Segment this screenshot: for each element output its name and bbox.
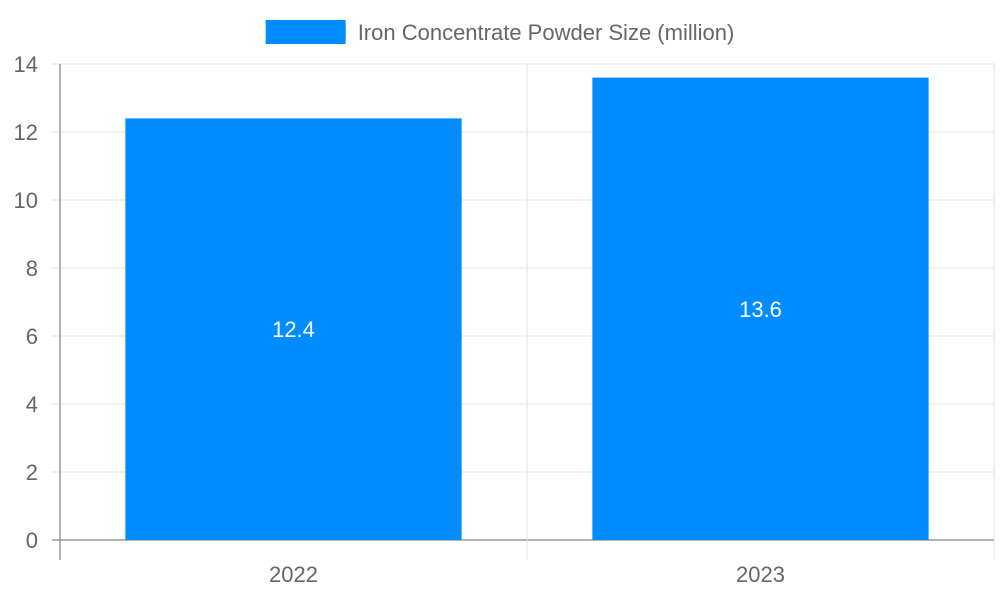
- labels-layer: 0 2 4 6 8 10 12 14 12.4 2022 13.6 2023: [14, 52, 785, 587]
- y-tick-label: 14: [14, 52, 38, 77]
- y-tick-label: 6: [26, 324, 38, 349]
- bar-2022[interactable]: [125, 118, 462, 541]
- y-tick-label: 4: [26, 392, 38, 417]
- y-tick-label: 0: [26, 528, 38, 553]
- bars-layer: [125, 77, 929, 541]
- legend-swatch[interactable]: [265, 20, 346, 44]
- bar-data-label: 12.4: [272, 317, 315, 342]
- bar-2023[interactable]: [592, 77, 929, 540]
- x-tick-label: 2023: [736, 562, 785, 587]
- legend-label[interactable]: Iron Concentrate Powder Size (million): [358, 20, 735, 45]
- x-tick-label: 2022: [269, 562, 318, 587]
- bar-data-label: 13.6: [739, 297, 782, 322]
- y-tick-label: 2: [26, 460, 38, 485]
- y-tick-label: 12: [14, 120, 38, 145]
- y-tick-label: 8: [26, 256, 38, 281]
- legend[interactable]: Iron Concentrate Powder Size (million): [265, 20, 735, 45]
- y-tick-label: 10: [14, 188, 38, 213]
